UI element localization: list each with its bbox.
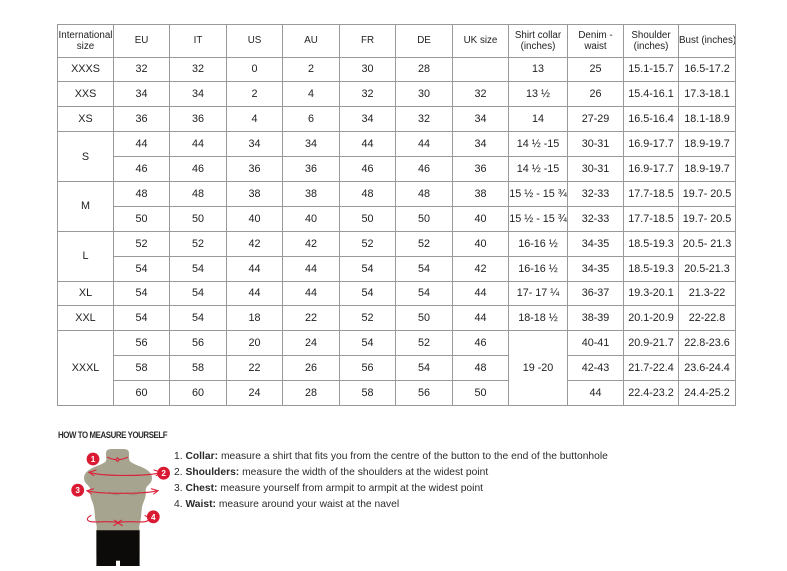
svg-text:1: 1	[91, 455, 96, 464]
svg-text:4: 4	[151, 513, 156, 522]
svg-text:2: 2	[161, 469, 166, 478]
svg-text:3: 3	[75, 486, 80, 495]
